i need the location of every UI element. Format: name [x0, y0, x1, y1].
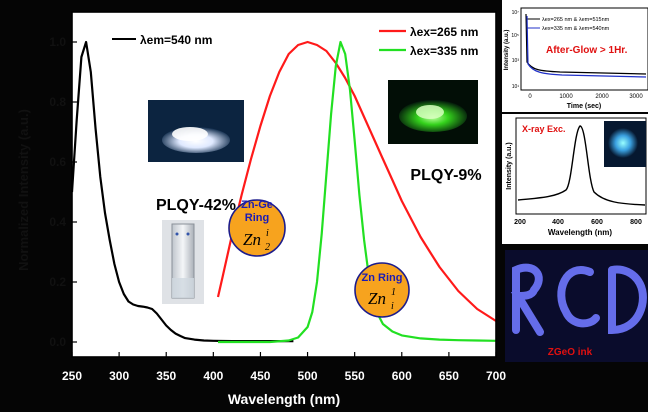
green-powder-photo	[388, 80, 478, 144]
afterglow-xtick-3: 2000	[595, 94, 609, 100]
x-tick-label-2: 300	[109, 369, 129, 383]
x-tick-label-1: 250	[62, 369, 82, 383]
blue-glow-photo	[604, 121, 646, 167]
x-tick-label-4: 400	[203, 369, 223, 383]
znge-formula: Zn	[243, 230, 261, 249]
afterglow-legend-1: λex=265 nm & λem=515nm	[542, 17, 610, 23]
x-tick-label-10: 700	[486, 369, 506, 383]
afterglow-curve-blue	[526, 15, 647, 78]
afterglow-xtick-4: 3000	[629, 94, 643, 100]
cuvette-photo	[162, 220, 204, 304]
afterglow-ylabel: Intensity (a.u.)	[504, 30, 510, 71]
xray-curve	[517, 125, 646, 206]
legend-label-green: λex=335 nm	[410, 44, 478, 58]
y-tick-label-4: 0.6	[49, 155, 66, 169]
y-tick-label-2: 0.2	[49, 275, 66, 289]
plot-frame	[71, 11, 497, 358]
series-layer	[70, 40, 497, 344]
znge-ring-line2: Ring	[245, 212, 269, 224]
xray-ylabel: Intensity (a.u.)	[506, 142, 513, 189]
x-tick-label-9: 650	[439, 369, 459, 383]
series-line-1	[70, 40, 294, 343]
zn-ring-label: Zn Ring	[362, 272, 403, 284]
axes-layer: 250 300 350 400 450 500 550 600 650 700 0.0 0.2 0.4 0…	[49, 35, 506, 383]
series-line-3	[218, 40, 497, 344]
xray-xlabel: Wavelength (nm)	[548, 228, 612, 237]
xray-xtick-2: 400	[552, 219, 564, 226]
znge-ring-line1: Zn-Ge	[241, 199, 273, 211]
afterglow-xtick-2: 1000	[559, 94, 573, 100]
afterglow-legend-2: λex=335 nm & λem=540nm	[542, 26, 610, 32]
afterglow-annotation: After-Glow > 1Hr.	[546, 45, 628, 56]
afterglow-ytick-4: 10¹	[512, 84, 520, 90]
y-tick-label-1: 0.0	[49, 335, 66, 349]
zn-formula: Zn	[368, 289, 386, 308]
znge-ring-badge: Zn-Ge Ring Zn i 2	[228, 199, 286, 257]
x-tick-label-8: 600	[392, 369, 412, 383]
plot-background	[72, 12, 496, 357]
plqy-left-label: PLQY-42%	[156, 197, 236, 214]
y-tick-label-3: 0.4	[49, 215, 66, 229]
afterglow-ytick-2: 10⁵	[511, 33, 519, 39]
y-axis-label: Normalized Intensity (a.u.)	[16, 109, 31, 271]
xray-xtick-3: 600	[591, 219, 603, 226]
x-axis-label: Wavelength (nm)	[228, 391, 340, 407]
plqy-right-label: PLQY-9%	[410, 167, 481, 184]
afterglow-ytick-3: 10³	[512, 58, 520, 64]
legend-label-red: λex=265 nm	[410, 25, 478, 39]
xray-inset: X-ray Exc. 200 400 600 800 Wavelength (n…	[502, 114, 648, 244]
znge-formula-sub: 2	[265, 242, 270, 253]
afterglow-xlabel: Time (sec)	[567, 103, 602, 110]
afterglow-inset: λex=265 nm & λem=515nm λex=335 nm & λem=…	[502, 0, 648, 112]
xray-xtick-1: 200	[514, 219, 526, 226]
ink-caption: ZGeO ink	[548, 347, 593, 358]
afterglow-curve-black	[525, 13, 647, 75]
zn-formula-sup: 1	[391, 287, 396, 298]
y-tick-label-6: 1.0	[49, 35, 66, 49]
y-tick-label-5: 0.8	[49, 95, 66, 109]
series-line-2	[216, 40, 497, 322]
xray-annotation: X-ray Exc.	[522, 124, 566, 134]
x-tick-label-5: 450	[250, 369, 270, 383]
blue-ink-letters-photo: ZGeO ink	[505, 250, 648, 362]
zn-formula-sub: i	[391, 301, 394, 312]
zn-ring-badge: Zn Ring Zn 1 i	[354, 262, 410, 318]
znge-formula-sup: i	[266, 228, 269, 239]
x-tick-label-6: 500	[298, 369, 318, 383]
x-tick-label-3: 350	[156, 369, 176, 383]
legend-label-black: λem=540 nm	[140, 33, 212, 47]
afterglow-ytick-1: 10⁷	[512, 10, 520, 16]
white-powder-photo	[148, 100, 244, 162]
xray-xtick-4: 800	[630, 219, 642, 226]
afterglow-xtick-1: 0	[528, 94, 532, 100]
x-tick-label-7: 550	[345, 369, 365, 383]
